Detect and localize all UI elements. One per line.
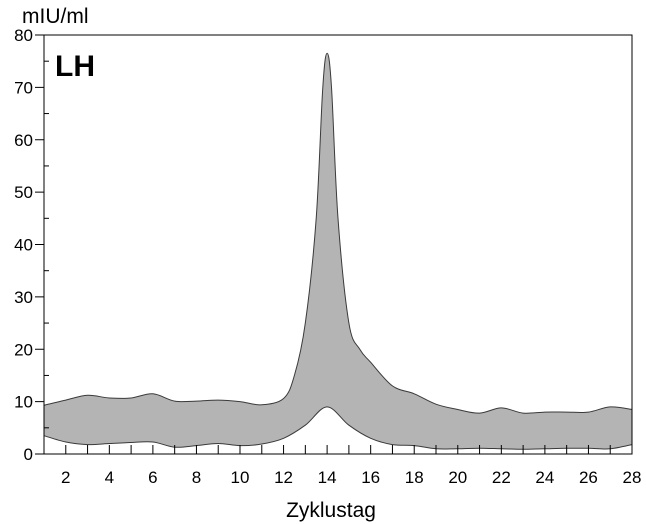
lh-range-band: [43, 52, 633, 450]
y-tick-label: 40: [14, 236, 33, 255]
x-tick-label: 16: [361, 468, 380, 487]
y-tick-label: 60: [14, 131, 33, 150]
x-tick-label: 26: [579, 468, 598, 487]
y-tick-label: 10: [14, 393, 33, 412]
y-tick-label: 50: [14, 183, 33, 202]
x-tick-label: 6: [148, 468, 157, 487]
y-tick-label: 80: [14, 26, 33, 45]
x-axis: 2 4 6 8 10 12 14 16 18 20 22 24 26 28: [43, 445, 642, 487]
y-axis: 0 10 20 30 40 50 60 70 80: [14, 26, 49, 464]
panel-title: LH: [55, 50, 95, 83]
x-tick-label: 2: [61, 468, 70, 487]
x-tick-label: 28: [623, 468, 642, 487]
x-tick-label: 8: [192, 468, 201, 487]
x-tick-label: 20: [448, 468, 467, 487]
y-tick-label: 30: [14, 288, 33, 307]
y-tick-label: 0: [24, 445, 33, 464]
x-tick-label: 12: [274, 468, 293, 487]
x-tick-label: 22: [492, 468, 511, 487]
unit-label: mIU/ml: [22, 5, 89, 28]
y-tick-label: 70: [14, 78, 33, 97]
x-tick-label: 18: [405, 468, 424, 487]
x-tick-label: 24: [535, 468, 554, 487]
x-axis-label: Zyklustag: [286, 499, 376, 522]
x-tick-label: 10: [231, 468, 250, 487]
y-tick-label: 20: [14, 340, 33, 359]
x-tick-label: 14: [318, 468, 337, 487]
x-tick-label: 4: [105, 468, 114, 487]
